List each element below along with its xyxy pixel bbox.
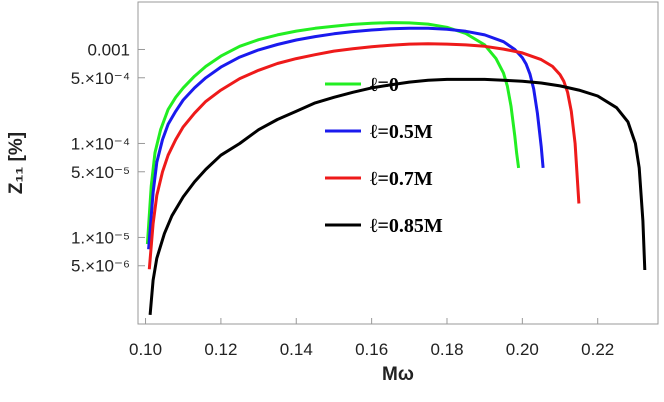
legend-label: ℓ=0.85M <box>370 215 443 237</box>
x-tick-label: 0.12 <box>204 340 237 359</box>
series-line-2 <box>147 42 581 270</box>
y-tick-label: 0.001 <box>87 40 130 59</box>
y-axis-ticks: 0.001 5.×10⁻⁴ 1.×10⁻⁴ 5.×10⁻⁵ 1.×10⁻⁵ 5.×10⁻⁶ <box>71 40 145 276</box>
x-tick-label: 0.10 <box>129 340 162 359</box>
series-line-1 <box>147 26 545 250</box>
y-tick-label: 5.×10⁻⁴ <box>71 69 130 88</box>
y-tick-label: 5.×10⁻⁶ <box>71 257 130 276</box>
series-lines <box>145 21 647 316</box>
series-line-0 <box>145 21 521 245</box>
x-tick-label: 0.18 <box>430 340 463 359</box>
y-tick-label: 5.×10⁻⁵ <box>71 163 130 182</box>
x-tick-label: 0.20 <box>506 340 539 359</box>
x-tick-label: 0.16 <box>355 340 388 359</box>
legend-label: ℓ=0.5M <box>370 121 433 143</box>
x-axis-ticks: 0.10 0.12 0.14 0.16 0.18 0.20 0.22 <box>129 318 614 359</box>
legend-label: ℓ=0.7M <box>370 168 433 190</box>
legend-label: ℓ=0 <box>370 74 399 96</box>
legend: ℓ=0 ℓ=0.5M ℓ=0.7M ℓ=0.85M <box>325 74 443 237</box>
x-tick-label: 0.14 <box>280 340 313 359</box>
x-tick-label: 0.22 <box>581 340 614 359</box>
y-tick-label: 1.×10⁻⁴ <box>71 134 130 153</box>
y-tick-label: 1.×10⁻⁵ <box>71 228 130 247</box>
series-line-3 <box>148 77 647 316</box>
x-axis-title: Mω <box>382 364 414 385</box>
plot-frame <box>137 1 659 325</box>
y-axis-title: Z₁₁ [%] <box>6 132 27 194</box>
